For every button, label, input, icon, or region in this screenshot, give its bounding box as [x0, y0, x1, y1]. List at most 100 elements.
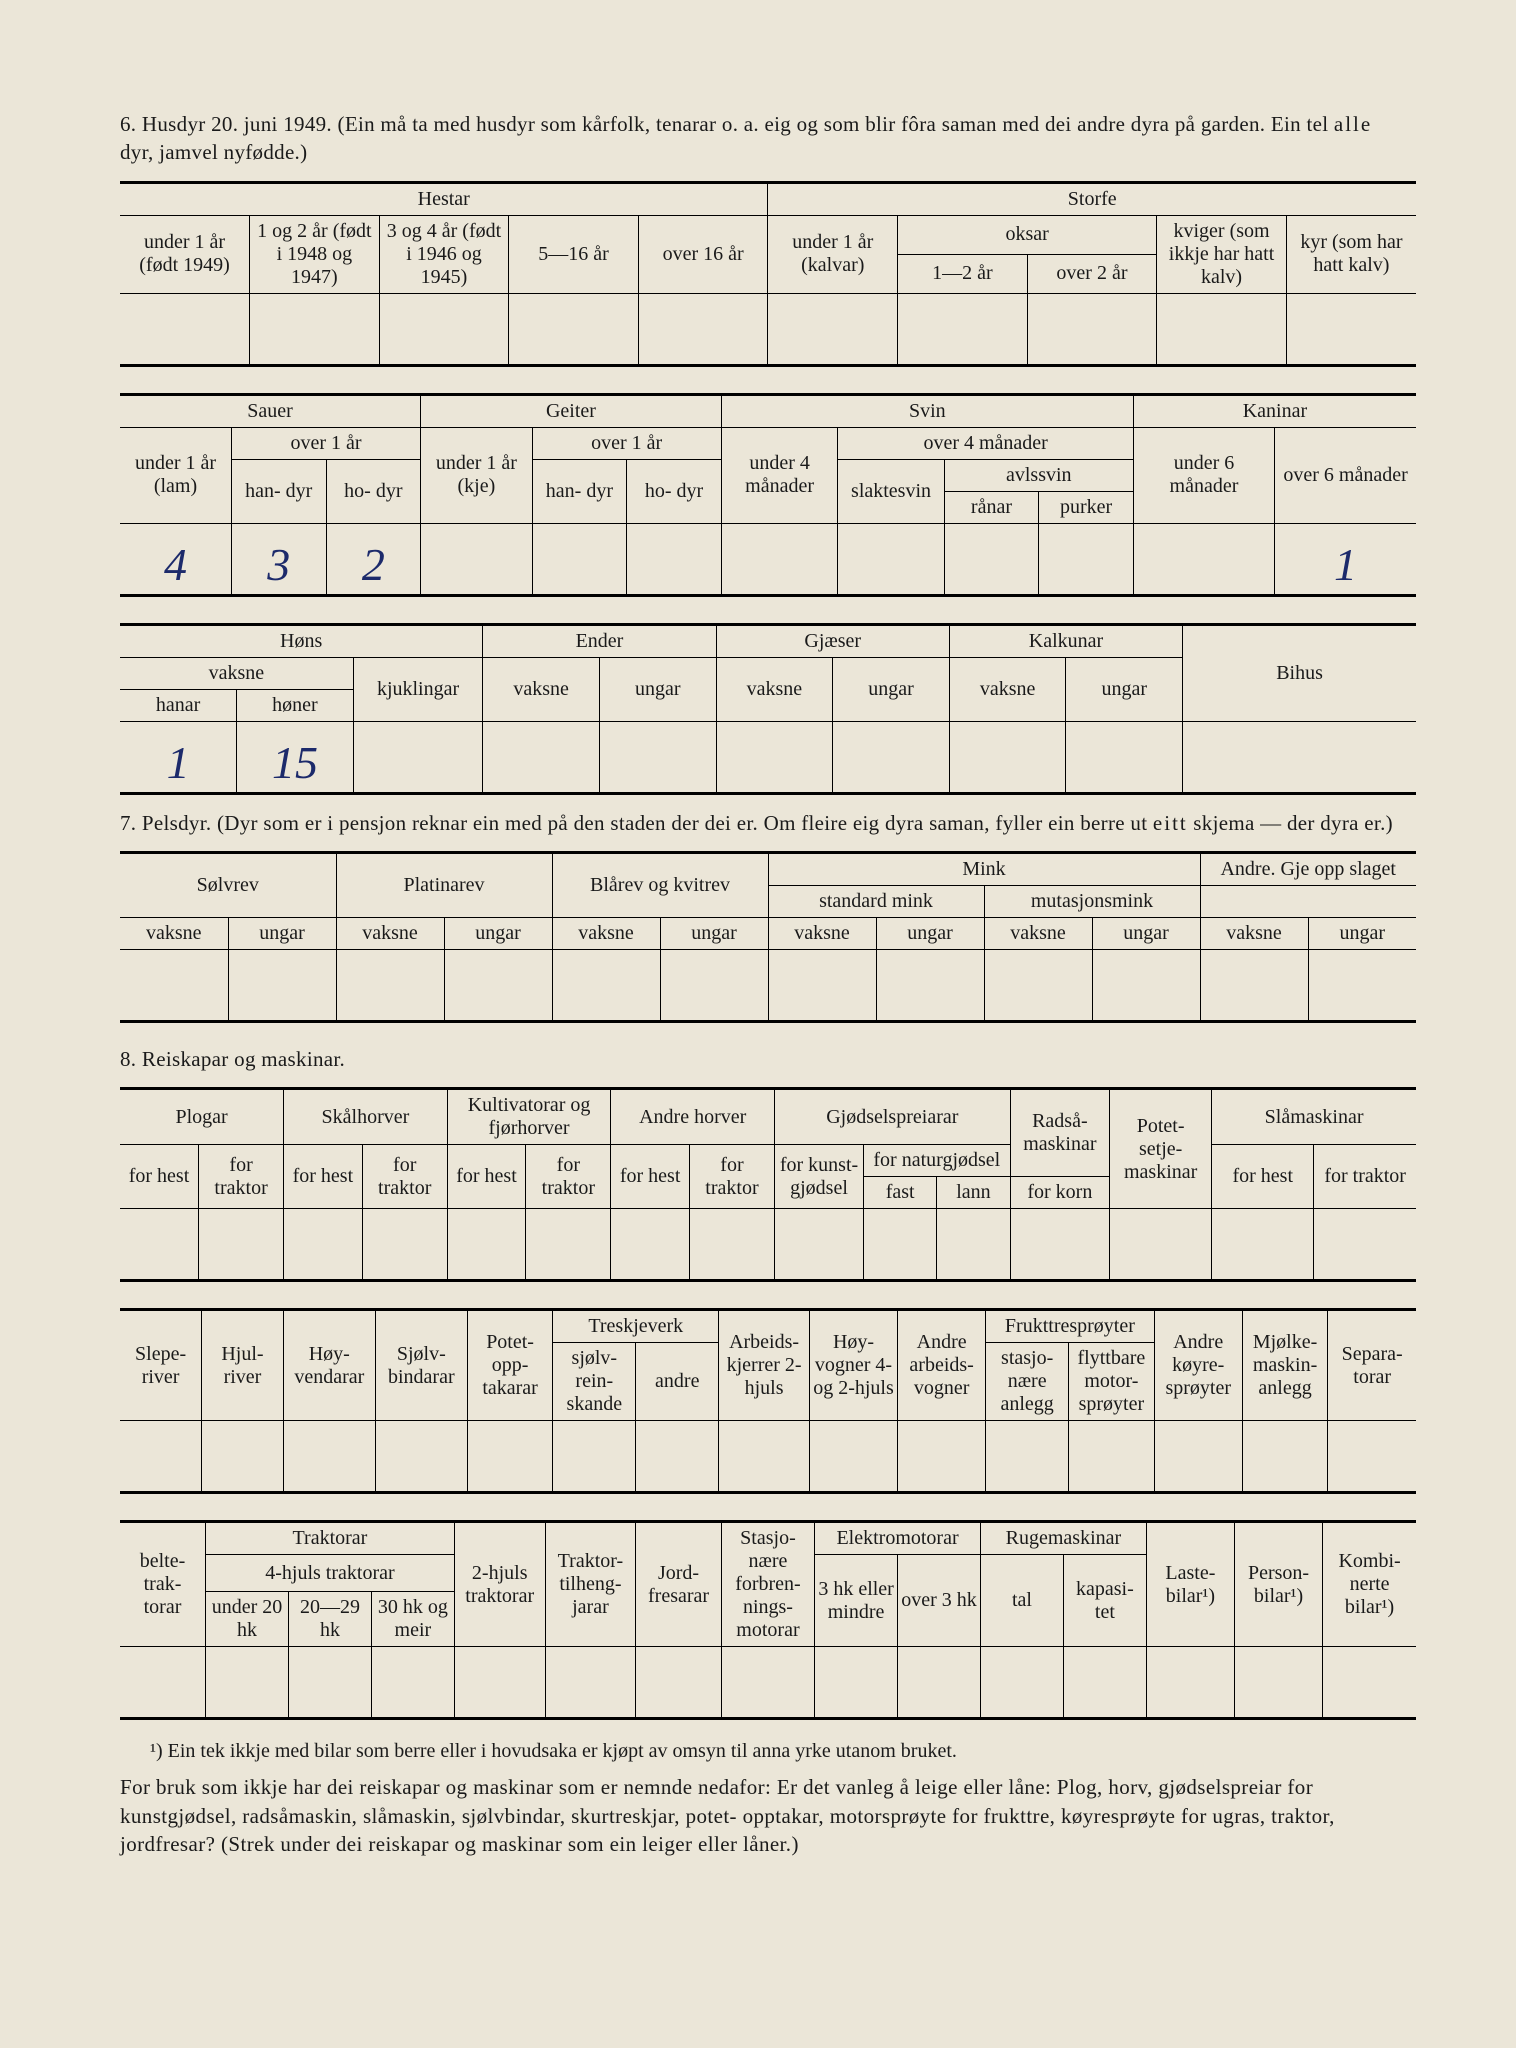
el-o3: over 3 hk [898, 1555, 981, 1647]
hdr-ender: Ender [483, 624, 716, 657]
t7-c0 [120, 1647, 206, 1719]
kalk-ungar: ungar [1066, 657, 1183, 721]
hdr-lasteb: Laste- bilar¹) [1146, 1522, 1234, 1647]
t6-c11 [1069, 1421, 1155, 1493]
sauer-han: han- dyr [231, 459, 326, 523]
footnote-1: ¹) Ein tek ikkje med bilar som berre ell… [150, 1740, 1416, 1763]
hdr-rugem: Rugemaskinar [980, 1522, 1146, 1555]
hdr-arbkj: Arbeids- kjerrer 2-hjuls [719, 1310, 810, 1421]
gjaser-ungar: ungar [833, 657, 950, 721]
t6-c1 [202, 1421, 284, 1493]
hdr-mjolke: Mjølke- maskin- anlegg [1242, 1310, 1328, 1421]
t5-c12 [1110, 1209, 1212, 1281]
geiter-o1: over 1 år [532, 427, 721, 459]
table-reiskapar-1: Plogar Skålhorver Kultivatorar og fjørho… [120, 1087, 1416, 1282]
section-6-heading: 6. Husdyr 20. juni 1949. (Ein må ta med … [120, 110, 1400, 167]
fr-stasj: stasjo- nære anlegg [986, 1343, 1069, 1421]
p-fast: fast [864, 1177, 937, 1209]
tr-o30: 30 hk og meir [371, 1592, 454, 1647]
hdr-oksar: oksar [898, 215, 1157, 254]
hdr-andre-blank [1200, 886, 1416, 918]
hdr-hestar: Hestar [120, 182, 768, 215]
t1-c2 [379, 293, 509, 365]
t7-c1 [206, 1647, 289, 1719]
p-u4: ungar [876, 918, 984, 950]
tr-andre: andre [636, 1343, 719, 1421]
hdr-storfe: Storfe [768, 182, 1416, 215]
t4-c6 [768, 950, 876, 1022]
t5-c0 [120, 1209, 199, 1281]
hdr-4hjuls: 4-hjuls traktorar [206, 1555, 455, 1592]
table-pelsdyr: Sølvrev Platinarev Blårev og kvitrev Min… [120, 851, 1416, 1023]
t2-c10 [1133, 523, 1274, 595]
table-reiskapar-3: belte- trak- torar Traktorar 2-hjuls tra… [120, 1520, 1416, 1720]
t4-c0 [120, 950, 228, 1022]
hdr-potetsetje: Potet- setje- maskinar [1110, 1089, 1212, 1209]
t6-c3 [375, 1421, 467, 1493]
t5-c9 [864, 1209, 937, 1281]
t6-c10 [986, 1421, 1069, 1493]
p-ft-2: for traktor [362, 1145, 447, 1209]
hdr-gjodsel: Gjødselspreiarar [775, 1089, 1011, 1145]
t7-c11 [1063, 1647, 1146, 1719]
p-fh-5: for hest [1212, 1145, 1314, 1209]
ru-tal: tal [980, 1555, 1063, 1647]
t2-c11: 1 [1275, 523, 1416, 595]
p-lann: lann [937, 1177, 1010, 1209]
p-v1: vaksne [120, 918, 228, 950]
t5-c7 [689, 1209, 774, 1281]
geiter-u1: under 1 år (kje) [421, 427, 532, 523]
p-kunstgj: for kunst- gjødsel [775, 1145, 864, 1209]
t4-c5 [660, 950, 768, 1022]
hdr-andrearb: Andre arbeids- vogner [898, 1310, 986, 1421]
t6-c6 [636, 1421, 719, 1493]
p-fh-1: for hest [120, 1145, 199, 1209]
section-7-heading: 7. Pelsdyr. (Dyr som er i pensjon reknar… [120, 809, 1400, 837]
t3-c0: 1 [120, 721, 237, 793]
kan-o6: over 6 månader [1275, 427, 1416, 523]
t4-c2 [336, 950, 444, 1022]
t5-c2 [284, 1209, 363, 1281]
hdr-bihus: Bihus [1183, 624, 1416, 721]
t6-c9 [898, 1421, 986, 1493]
hdr-andre: Andre. Gje opp slaget [1200, 853, 1416, 886]
gjaser-vaksne: vaksne [716, 657, 833, 721]
section-8-text: Reiskapar og maskinar. [142, 1047, 345, 1071]
tr-u20: under 20 hk [206, 1592, 289, 1647]
t4-c1 [228, 950, 336, 1022]
hdr-kombib: Kombi- nerte bilar¹) [1323, 1522, 1416, 1647]
t7-c6 [636, 1647, 722, 1719]
t6-c7 [719, 1421, 810, 1493]
hdr-hoyvogn: Høy- vogner 4- og 2-hjuls [809, 1310, 897, 1421]
t4-c10 [1200, 950, 1308, 1022]
hdr-radsa: Radså- maskinar [1010, 1089, 1109, 1177]
svin-ranar: rånar [944, 491, 1039, 523]
ender-ungar: ungar [599, 657, 716, 721]
s-u1: under 1 år (kalvar) [768, 215, 898, 293]
section-7-text-a: Pelsdyr. (Dyr som er i pensjon reknar ei… [142, 811, 1153, 835]
t3-c4 [599, 721, 716, 793]
t7-c7 [721, 1647, 814, 1719]
p-ft-1: for traktor [199, 1145, 284, 1209]
t1-c5 [768, 293, 898, 365]
t5-c11 [1010, 1209, 1109, 1281]
hdr-hjul: Hjul- river [202, 1310, 284, 1421]
hdr-andreh: Andre horver [611, 1089, 775, 1145]
hdr-andrek: Andre køyre- sprøyter [1154, 1310, 1242, 1421]
section-7-num: 7. [120, 811, 136, 835]
hdr-belte: belte- trak- torar [120, 1522, 206, 1647]
hdr-personb: Person- bilar¹) [1234, 1522, 1322, 1647]
p-ft-4: for traktor [689, 1145, 774, 1209]
t2-c7 [838, 523, 944, 595]
t2-c2: 2 [326, 523, 421, 595]
svin-purker: purker [1039, 491, 1134, 523]
svin-slakte: slaktesvin [838, 459, 944, 523]
p-u3: ungar [660, 918, 768, 950]
section-8-num: 8. [120, 1047, 136, 1071]
sauer-o1: over 1 år [231, 427, 420, 459]
t3-c8 [1066, 721, 1183, 793]
hdr-mink: Mink [768, 853, 1200, 886]
p-v2: vaksne [336, 918, 444, 950]
hdr-slepe: Slepe- river [120, 1310, 202, 1421]
sauer-u1: under 1 år (lam) [120, 427, 231, 523]
